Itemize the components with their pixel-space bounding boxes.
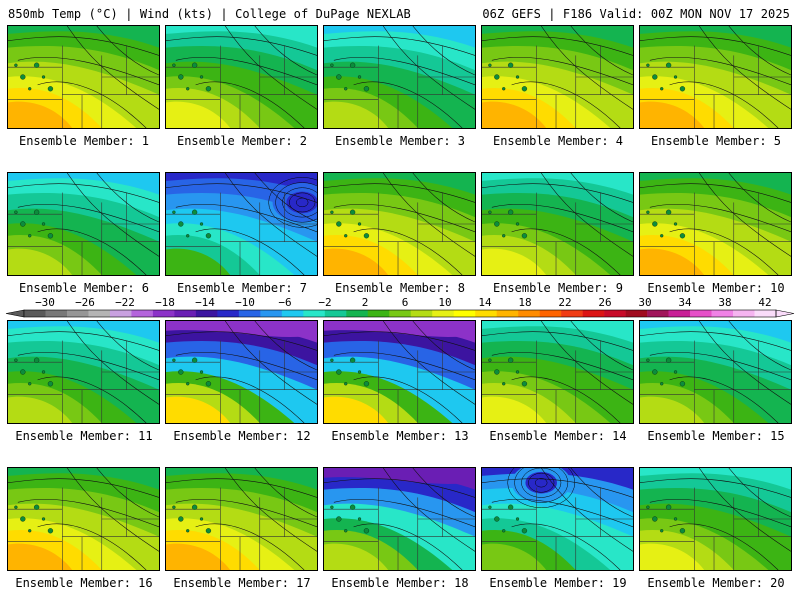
colorbar-swatch — [324, 310, 347, 317]
colorbar-tick-label: 30 — [638, 296, 651, 309]
ensemble-member-label: Ensemble Member: 11 — [15, 429, 153, 443]
ensemble-member-label: Ensemble Member: 16 — [15, 576, 153, 590]
colorbar-tick-label: 42 — [758, 296, 771, 309]
colorbar-swatch — [647, 310, 669, 317]
ensemble-map-panel — [323, 172, 476, 276]
colorbar-max-arrow — [775, 309, 795, 318]
colorbar-tick-label: −14 — [195, 296, 215, 309]
colorbar-swatch — [109, 310, 132, 317]
colorbar-tick-label: 34 — [678, 296, 692, 309]
colorbar-tick-label: −22 — [115, 296, 135, 309]
ensemble-map-panel — [7, 172, 160, 276]
colorbar-tick-label: −30 — [35, 296, 55, 309]
ensemble-map-panel — [165, 467, 318, 571]
ensemble-member-label: Ensemble Member: 1 — [18, 134, 150, 148]
colorbar-swatch — [475, 310, 497, 317]
ensemble-map-panel — [7, 25, 160, 129]
ensemble-member-label: Ensemble Member: 10 — [647, 281, 785, 295]
ensemble-member-label: Ensemble Member: 4 — [492, 134, 624, 148]
colorbar-swatch — [389, 310, 412, 317]
ensemble-map-panel — [639, 467, 792, 571]
colorbar-swatch — [88, 310, 111, 317]
ensemble-map-panel — [639, 172, 792, 276]
colorbar-swatch — [453, 310, 476, 317]
colorbar-swatch — [410, 310, 433, 317]
colorbar-tick-label: 38 — [718, 296, 731, 309]
colorbar-swatch — [690, 310, 712, 317]
colorbar-tick-label: 22 — [558, 296, 571, 309]
colorbar-tick-label: −26 — [75, 296, 95, 309]
colorbar-tick-label: 14 — [478, 296, 492, 309]
colorbar-tick-label: −6 — [278, 296, 291, 309]
colorbar-tick-label: −18 — [155, 296, 175, 309]
colorbar-swatch — [303, 310, 326, 317]
run-valid-time: 06Z GEFS | F186 Valid: 00Z MON NOV 17 20… — [482, 7, 790, 21]
colorbar-swatch — [66, 310, 89, 317]
colorbar-swatch — [367, 310, 390, 317]
colorbar-swatch — [260, 310, 283, 317]
colorbar-swatch — [496, 310, 519, 317]
ensemble-member-label: Ensemble Member: 20 — [647, 576, 785, 590]
colorbar-swatch — [582, 310, 605, 317]
ensemble-map-panel — [481, 172, 634, 276]
ensemble-member-label: Ensemble Member: 17 — [173, 576, 311, 590]
ensemble-map-panel — [481, 467, 634, 571]
colorbar-tick-label: 10 — [438, 296, 451, 309]
colorbar-swatch — [711, 310, 734, 317]
ensemble-member-label: Ensemble Member: 19 — [489, 576, 627, 590]
ensemble-member-label: Ensemble Member: 8 — [334, 281, 466, 295]
ensemble-member-label: Ensemble Member: 9 — [492, 281, 624, 295]
ensemble-map-panel — [639, 25, 792, 129]
colorbar-swatch — [518, 310, 540, 317]
colorbar-swatch — [625, 310, 648, 317]
ensemble-map-panel — [165, 25, 318, 129]
colorbar-tick-label: 6 — [402, 296, 409, 309]
ensemble-map-panel — [323, 320, 476, 424]
colorbar-swatch — [346, 310, 369, 317]
colorbar-tick-label: −2 — [318, 296, 331, 309]
colorbar-swatch — [604, 310, 626, 317]
colorbar-swatch — [195, 310, 218, 317]
colorbar-swatch — [754, 310, 777, 317]
colorbar-swatch — [539, 310, 562, 317]
colorbar-swatch — [45, 310, 68, 317]
colorbar-tick-label: −10 — [235, 296, 255, 309]
colorbar-min-arrow — [5, 309, 25, 318]
ensemble-map-panel — [7, 320, 160, 424]
ensemble-member-label: Ensemble Member: 6 — [18, 281, 150, 295]
ensemble-map-panel — [323, 25, 476, 129]
colorbar-tick-label: 26 — [598, 296, 611, 309]
map-title: 850mb Temp (°C) | Wind (kts) | College o… — [8, 7, 411, 21]
ensemble-map-panel — [323, 467, 476, 571]
colorbar-swatch — [733, 310, 755, 317]
colorbar-swatch — [238, 310, 261, 317]
ensemble-map-panel — [7, 467, 160, 571]
colorbar-swatch — [131, 310, 154, 317]
colorbar-swatch — [152, 310, 175, 317]
ensemble-member-label: Ensemble Member: 14 — [489, 429, 627, 443]
colorbar-swatch — [281, 310, 304, 317]
ensemble-map-panel — [481, 25, 634, 129]
ensemble-member-label: Ensemble Member: 12 — [173, 429, 311, 443]
colorbar-swatch — [174, 310, 197, 317]
colorbar-swatch — [432, 310, 455, 317]
colorbar-swatch — [668, 310, 691, 317]
colorbar-swatch — [24, 310, 46, 317]
ensemble-map-panel — [639, 320, 792, 424]
colorbar-tick-label: 2 — [362, 296, 369, 309]
ensemble-member-label: Ensemble Member: 2 — [176, 134, 308, 148]
ensemble-member-label: Ensemble Member: 18 — [331, 576, 469, 590]
ensemble-map-panel — [481, 320, 634, 424]
colorbar-swatch — [561, 310, 583, 317]
colorbar-swatch — [217, 310, 240, 317]
ensemble-map-panel — [165, 172, 318, 276]
ensemble-member-label: Ensemble Member: 5 — [650, 134, 782, 148]
ensemble-member-label: Ensemble Member: 15 — [647, 429, 785, 443]
ensemble-member-label: Ensemble Member: 3 — [334, 134, 466, 148]
ensemble-member-label: Ensemble Member: 13 — [331, 429, 469, 443]
ensemble-member-label: Ensemble Member: 7 — [176, 281, 308, 295]
temperature-colorbar: −30 −26 −22 −18 −14 −10 −6 −2 2 6 10 14 18 22 26 30 34 38… — [5, 296, 795, 318]
ensemble-map-panel — [165, 320, 318, 424]
colorbar-tick-label: 18 — [518, 296, 531, 309]
